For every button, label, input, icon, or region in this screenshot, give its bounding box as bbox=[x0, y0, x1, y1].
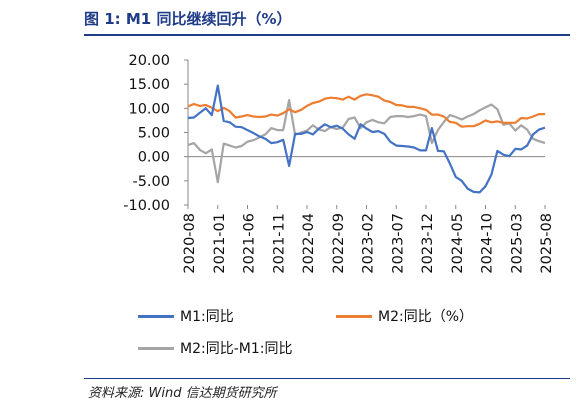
legend-label-m2: M2:同比（%） bbox=[378, 309, 474, 325]
y-tick-label: 20.00 bbox=[128, 53, 170, 69]
figure-title: 图 1: M1 同比继续回升（%） bbox=[84, 10, 292, 28]
legend-swatch-m1 bbox=[138, 314, 174, 318]
legend-item-m1[interactable]: M1:同比 bbox=[138, 306, 234, 326]
y-tick-label: -10.00 bbox=[123, 198, 170, 214]
series-line-diff bbox=[187, 98, 546, 184]
x-tick-label: 2022-09 bbox=[331, 213, 347, 274]
x-axis-ticks: 2020-08 2021-01 2021-06 2021-11 2022-04 2022-… bbox=[182, 205, 555, 274]
legend-label-diff: M2:同比-M1:同比 bbox=[180, 341, 293, 357]
x-tick-label: 2021-06 bbox=[242, 213, 258, 274]
x-tick-label: 2021-01 bbox=[212, 213, 228, 274]
series-line-m2 bbox=[187, 93, 545, 128]
legend-swatch-diff bbox=[138, 346, 174, 350]
line-chart: 20.00 15.00 10.00 5.00 0.00 -5.00 -10.00 2020-… bbox=[123, 53, 555, 274]
legend-item-diff[interactable]: M2:同比-M1:同比 bbox=[138, 338, 292, 358]
title-rule bbox=[84, 34, 570, 36]
legend-swatch-m2 bbox=[336, 314, 372, 318]
footer-rule bbox=[84, 378, 570, 379]
x-tick-label: 2023-12 bbox=[420, 213, 436, 274]
x-tick-label: 2025-03 bbox=[509, 213, 525, 274]
x-tick-label: 2025-08 bbox=[539, 213, 555, 274]
x-tick-label: 2023-07 bbox=[390, 213, 406, 274]
x-tick-label: 2022-04 bbox=[301, 213, 317, 274]
x-tick-label: 2024-10 bbox=[480, 213, 496, 274]
source-note: 资料来源: Wind 信达期货研究所 bbox=[88, 386, 277, 401]
x-tick-label: 2024-05 bbox=[450, 213, 466, 274]
y-tick-label: 5.00 bbox=[138, 126, 170, 142]
y-tick-label: 15.00 bbox=[128, 77, 170, 93]
y-tick-label: 10.00 bbox=[128, 101, 170, 117]
y-tick-label: -5.00 bbox=[132, 174, 170, 190]
legend-label-m1: M1:同比 bbox=[180, 309, 234, 325]
y-axis-ticks: 20.00 15.00 10.00 5.00 0.00 -5.00 -10.00 bbox=[123, 53, 188, 214]
x-tick-label: 2023-02 bbox=[361, 213, 377, 274]
x-tick-label: 2020-08 bbox=[182, 213, 198, 274]
legend-item-m2[interactable]: M2:同比（%） bbox=[336, 306, 473, 326]
y-tick-label: 0.00 bbox=[138, 150, 170, 166]
series-line-m1 bbox=[187, 84, 546, 194]
x-tick-label: 2021-11 bbox=[271, 213, 287, 274]
series-lines bbox=[187, 84, 546, 194]
